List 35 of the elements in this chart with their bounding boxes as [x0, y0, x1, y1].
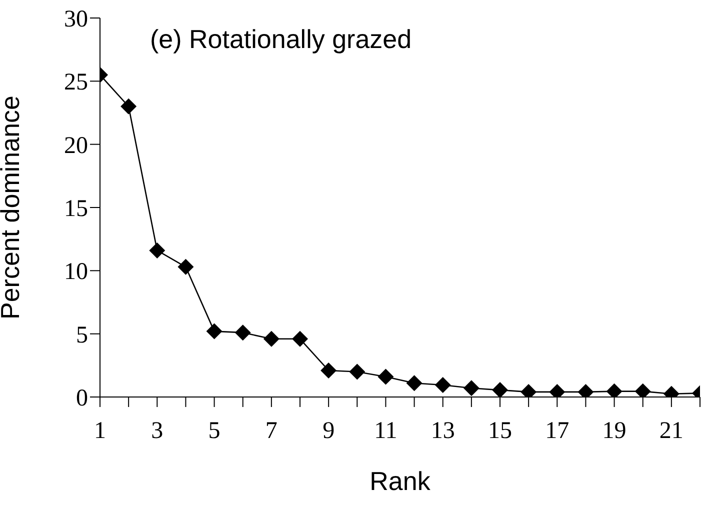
- y-axis-title: Percent dominance: [0, 95, 26, 320]
- y-tick-label: 25: [64, 70, 88, 96]
- point: [492, 382, 508, 397]
- x-tick-label: 1: [94, 418, 106, 444]
- x-tick-label: 13: [430, 418, 455, 444]
- y-tick-label: 15: [64, 196, 88, 222]
- point: [349, 364, 366, 380]
- x-tick-label: 7: [265, 418, 278, 444]
- x-tick-label: 15: [488, 418, 512, 444]
- x-tick-label: 17: [545, 418, 570, 444]
- point: [320, 362, 337, 378]
- x-axis-title: Rank: [370, 466, 432, 496]
- chart-title: (e) Rotationally grazed: [150, 24, 412, 55]
- x-tick-label: 11: [374, 418, 398, 444]
- point: [263, 330, 280, 347]
- point: [178, 258, 194, 275]
- point: [406, 375, 422, 392]
- point: [120, 98, 137, 114]
- x-tick-label: 3: [151, 418, 164, 444]
- y-tick-label: 30: [64, 6, 88, 33]
- point: [378, 368, 394, 385]
- point: [234, 324, 251, 341]
- point: [434, 377, 451, 393]
- y-tick-label: 0: [76, 386, 88, 412]
- y-tick-label: 5: [76, 322, 88, 348]
- x-tick-label: 5: [208, 418, 220, 444]
- point: [206, 323, 222, 340]
- point: [292, 330, 308, 347]
- y-tick-label: 20: [64, 132, 88, 159]
- point: [463, 380, 480, 396]
- x-tick-label: 19: [602, 418, 626, 444]
- x-tick-label: 9: [322, 418, 335, 444]
- point: [149, 242, 166, 258]
- x-tick-label: 21: [659, 418, 684, 444]
- y-tick-label: 10: [64, 259, 88, 286]
